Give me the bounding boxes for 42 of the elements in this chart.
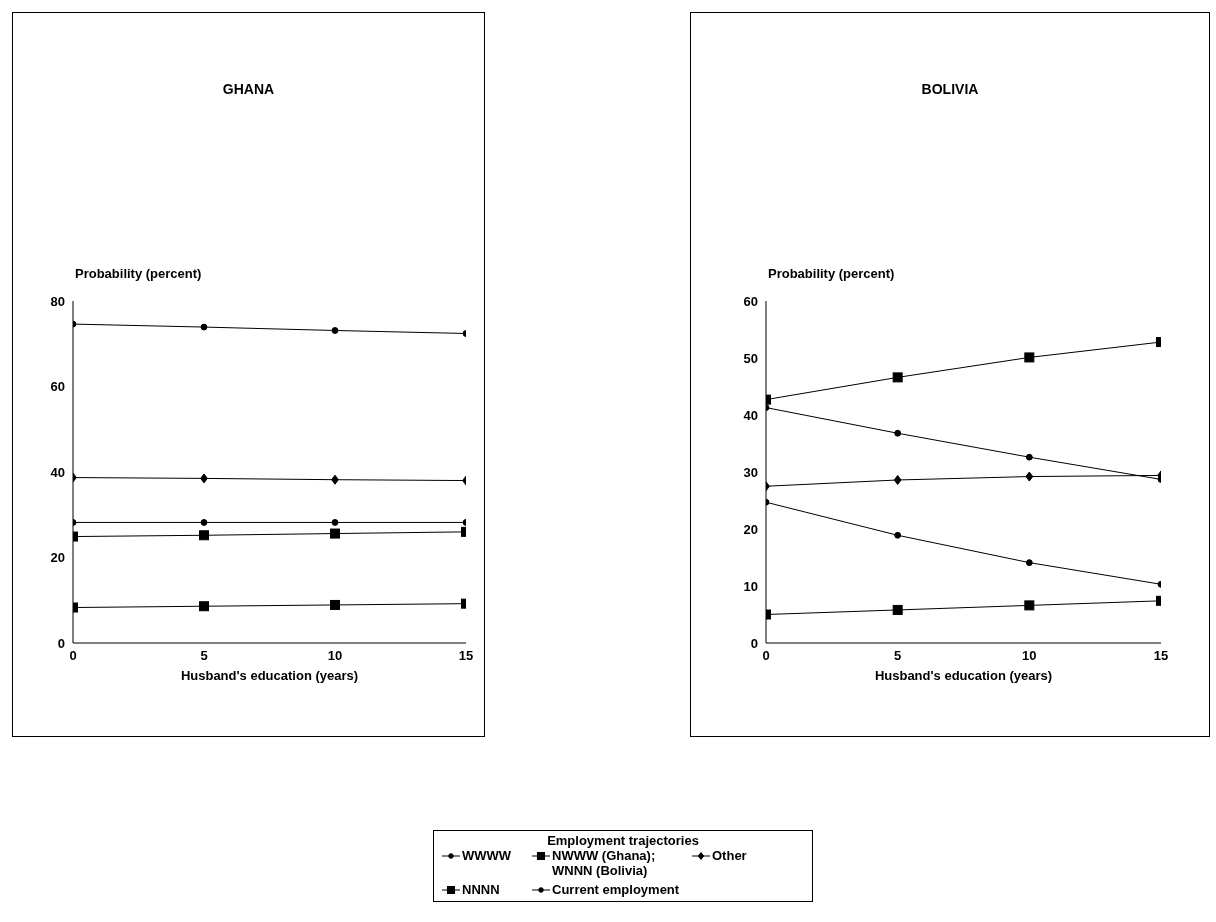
point [331,474,339,485]
y-tick-label: 60 [50,379,65,395]
legend-label: Other [712,848,747,863]
y-tick-label: 0 [750,635,758,651]
point [894,429,902,437]
x-tick-label: 0 [69,648,77,664]
point [894,531,902,539]
x-tick-label: 15 [458,648,474,664]
legend-title: Employment trajectories [546,833,700,848]
y-tick-label: 20 [743,521,758,537]
x-axis-title: Husband's education (years) [179,668,360,683]
point [200,519,208,526]
legend-label: Current employment [552,882,680,897]
x-tick-label: 5 [200,648,208,664]
y-tick-label: 40 [743,407,758,423]
x-tick-label: 15 [1153,648,1169,664]
x-tick-label: 10 [327,648,343,664]
y-tick-label: 30 [743,464,758,480]
legend-label: NNNN [462,882,500,897]
point [200,323,208,331]
y-tick-label: 0 [57,635,65,651]
legend-label: NWWW (Ghana); WNNN (Bolivia) [552,848,657,878]
y-axis-title: Probability (percent) [75,266,202,281]
point [331,327,339,334]
point [331,519,339,526]
chart-title: BOLIVIA [920,81,980,97]
point [200,473,208,484]
x-axis-title: Husband's education (years) [873,668,1054,683]
chart-title: GHANA [221,81,276,97]
point [1025,559,1033,567]
x-tick-label: 5 [894,648,902,664]
legend-label: WWWW [462,848,512,863]
x-tick-label: 0 [762,648,770,664]
y-tick-label: 50 [743,350,758,366]
y-tick-label: 20 [50,550,65,566]
x-tick-label: 10 [1022,648,1037,664]
y-tick-label: 60 [743,293,758,309]
y-axis-title: Probability (percent) [768,266,895,281]
y-tick-label: 40 [50,464,65,480]
y-tick-label: 80 [50,293,65,309]
y-tick-label: 10 [743,578,758,594]
point [1025,453,1033,461]
